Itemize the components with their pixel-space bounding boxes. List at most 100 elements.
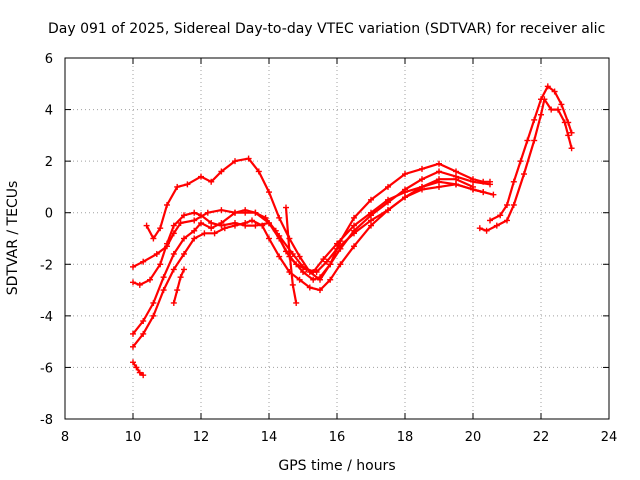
data-point <box>232 222 238 229</box>
data-point <box>517 158 524 165</box>
data-point <box>510 178 517 185</box>
data-point <box>130 279 136 286</box>
data-point <box>453 168 459 175</box>
data-point <box>531 137 538 144</box>
data-point <box>568 145 575 152</box>
data-point <box>170 222 177 229</box>
data-point <box>174 287 181 294</box>
data-point <box>266 235 272 242</box>
x-tick-label: 22 <box>533 430 550 445</box>
data-point <box>453 176 459 183</box>
data-point <box>289 250 296 257</box>
series-track-7 <box>170 266 187 306</box>
y-tick-label: 4 <box>45 104 53 119</box>
series-line <box>132 170 491 335</box>
data-point <box>487 178 493 185</box>
data-point <box>558 101 565 108</box>
series-track-8 <box>283 204 300 306</box>
data-point <box>150 299 157 306</box>
data-point <box>470 183 476 190</box>
data-point <box>153 250 160 257</box>
data-point <box>289 281 296 288</box>
data-point <box>317 276 323 283</box>
data-point <box>266 189 272 196</box>
data-point <box>436 183 442 190</box>
data-point <box>177 274 184 281</box>
data-point <box>565 119 572 126</box>
series-line <box>172 268 186 304</box>
data-point <box>130 330 136 337</box>
data-point <box>191 227 198 234</box>
x-axis-label: GPS time / hours <box>278 458 395 474</box>
series-track-1 <box>130 181 497 276</box>
data-point <box>177 220 184 227</box>
data-point <box>218 168 225 175</box>
data-point <box>402 171 408 178</box>
data-point <box>276 235 283 242</box>
data-point <box>521 171 527 178</box>
data-point <box>276 214 283 221</box>
data-point <box>490 191 497 198</box>
data-point <box>143 222 150 229</box>
data-point <box>133 364 140 371</box>
data-point <box>497 212 504 219</box>
data-point <box>184 181 191 188</box>
data-point <box>327 276 334 283</box>
data-point <box>385 207 391 214</box>
axis-ticks <box>64 57 610 420</box>
x-tick-label: 12 <box>193 430 210 445</box>
x-tick-label: 20 <box>465 430 482 445</box>
data-point <box>191 235 198 242</box>
data-point <box>306 269 313 276</box>
data-point <box>164 240 170 247</box>
data-point <box>351 227 357 234</box>
data-point <box>436 176 442 183</box>
data-point <box>327 261 334 268</box>
data-point <box>487 217 493 224</box>
data-point <box>337 245 344 252</box>
data-point <box>255 168 262 175</box>
data-point <box>300 263 306 270</box>
data-point <box>170 299 177 306</box>
series-line <box>132 361 144 377</box>
y-axis-label: SDTVAR / TECUs <box>5 181 21 296</box>
data-point <box>245 155 252 162</box>
data-point <box>480 189 487 196</box>
data-point <box>157 225 164 232</box>
data-point <box>436 168 442 175</box>
data-point <box>221 225 228 232</box>
data-point <box>419 183 425 190</box>
data-point <box>483 227 490 234</box>
data-point <box>140 330 147 337</box>
x-tick-label: 10 <box>125 430 142 445</box>
data-point <box>385 199 391 206</box>
y-tick-labels: -8 -6 -4 -2 0 2 4 6 <box>40 52 53 428</box>
data-point <box>293 299 300 306</box>
data-point <box>493 222 500 229</box>
data-point <box>140 258 147 265</box>
data-point <box>252 209 259 216</box>
data-point <box>317 287 323 294</box>
data-point <box>191 209 198 216</box>
data-point <box>337 261 344 268</box>
data-point <box>201 230 208 237</box>
y-tick-label: -8 <box>40 413 53 428</box>
data-point <box>232 158 238 165</box>
data-point <box>296 253 303 260</box>
data-point <box>480 178 487 185</box>
data-point <box>538 111 544 118</box>
data-point <box>510 201 517 208</box>
data-point <box>150 312 157 319</box>
data-point <box>544 83 551 90</box>
data-point <box>211 230 218 237</box>
data-point <box>402 194 408 201</box>
y-tick-label: 2 <box>45 155 53 170</box>
data-point <box>296 276 303 283</box>
data-point <box>208 178 215 185</box>
data-point <box>310 276 317 283</box>
data-point <box>136 281 143 288</box>
data-point <box>402 186 408 193</box>
x-tick-label: 24 <box>601 430 618 445</box>
series-track-4 <box>130 176 476 350</box>
data-point <box>181 235 187 242</box>
